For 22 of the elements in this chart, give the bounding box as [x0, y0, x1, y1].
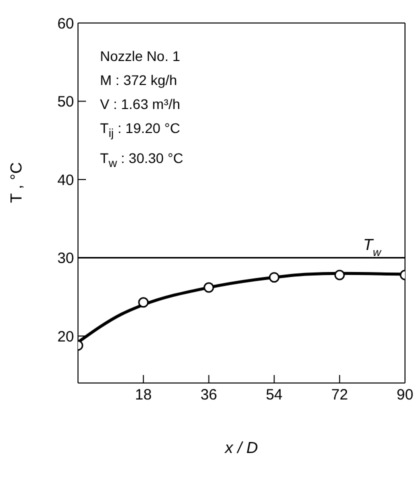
y-tick-label: 20	[57, 328, 74, 346]
y-tick-label: 40	[57, 172, 74, 189]
y-tick-label: 50	[57, 94, 74, 111]
annotation: T$_{w}$ : 30.30 °C	[100, 148, 184, 172]
y-tick-label: 30	[57, 250, 74, 268]
point	[334, 270, 345, 280]
annotation: Nozzle No. 1	[100, 47, 182, 66]
point	[268, 272, 280, 283]
annotation: M : 372 kg/h	[100, 71, 178, 90]
y-tick-label: 60	[57, 15, 74, 32]
x-tick-label: 36	[200, 386, 218, 404]
x-tick-label: 72	[331, 386, 348, 404]
annotation: V : 1.63 m³/h	[100, 95, 182, 114]
x-tick-label: 90	[396, 386, 414, 404]
annotation: T$_{ij}$ : 19.20 °C	[100, 119, 182, 142]
point	[204, 282, 214, 293]
y-axis-title: T , °C	[8, 162, 26, 203]
x-axis-title: x / D	[224, 440, 258, 457]
ref-line-label: T$_{w}$	[363, 236, 382, 259]
x-tick-label: 18	[135, 386, 152, 404]
point	[138, 297, 149, 308]
x-tick-label: 54	[266, 386, 283, 404]
